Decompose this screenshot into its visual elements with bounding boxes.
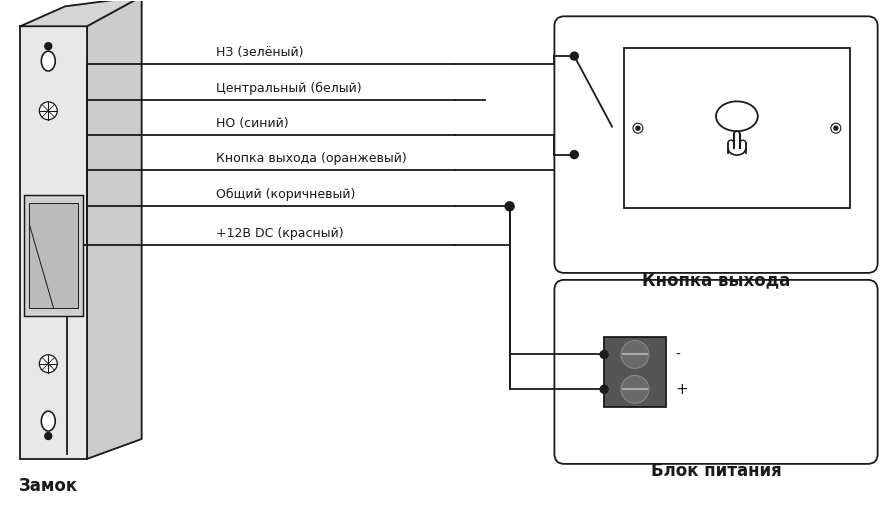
FancyBboxPatch shape bbox=[603, 337, 665, 407]
Text: НЗ (зелёный): НЗ (зелёный) bbox=[216, 46, 303, 59]
Text: Блок питания: Блок питания bbox=[650, 462, 781, 480]
FancyBboxPatch shape bbox=[24, 195, 83, 316]
Circle shape bbox=[620, 375, 649, 403]
Circle shape bbox=[830, 123, 840, 133]
Text: Центральный (белый): Центральный (белый) bbox=[216, 82, 361, 95]
Ellipse shape bbox=[42, 411, 55, 431]
Polygon shape bbox=[87, 0, 142, 459]
Text: -: - bbox=[675, 348, 680, 362]
FancyBboxPatch shape bbox=[554, 16, 876, 273]
Circle shape bbox=[600, 351, 608, 358]
Text: +12В DC (красный): +12В DC (красный) bbox=[216, 227, 344, 240]
Circle shape bbox=[570, 150, 578, 159]
Circle shape bbox=[570, 52, 578, 60]
Ellipse shape bbox=[42, 51, 55, 71]
Circle shape bbox=[600, 385, 608, 393]
Text: Замок: Замок bbox=[19, 477, 78, 495]
Circle shape bbox=[45, 433, 51, 439]
FancyBboxPatch shape bbox=[554, 280, 876, 464]
FancyBboxPatch shape bbox=[20, 26, 87, 459]
Polygon shape bbox=[20, 0, 142, 26]
Circle shape bbox=[39, 102, 58, 120]
Text: Кнопка выхода: Кнопка выхода bbox=[641, 271, 789, 289]
Ellipse shape bbox=[715, 101, 757, 131]
Circle shape bbox=[39, 355, 58, 373]
Circle shape bbox=[620, 340, 649, 368]
Text: +: + bbox=[675, 382, 688, 397]
Text: НО (синий): НО (синий) bbox=[216, 117, 289, 130]
Circle shape bbox=[45, 43, 51, 49]
Text: Общий (коричневый): Общий (коричневый) bbox=[216, 188, 355, 201]
Circle shape bbox=[833, 126, 837, 130]
Circle shape bbox=[635, 126, 639, 130]
Circle shape bbox=[505, 202, 514, 211]
Circle shape bbox=[633, 123, 642, 133]
FancyBboxPatch shape bbox=[29, 203, 78, 308]
FancyBboxPatch shape bbox=[624, 48, 849, 208]
Text: Кнопка выхода (оранжевый): Кнопка выхода (оранжевый) bbox=[216, 152, 407, 165]
